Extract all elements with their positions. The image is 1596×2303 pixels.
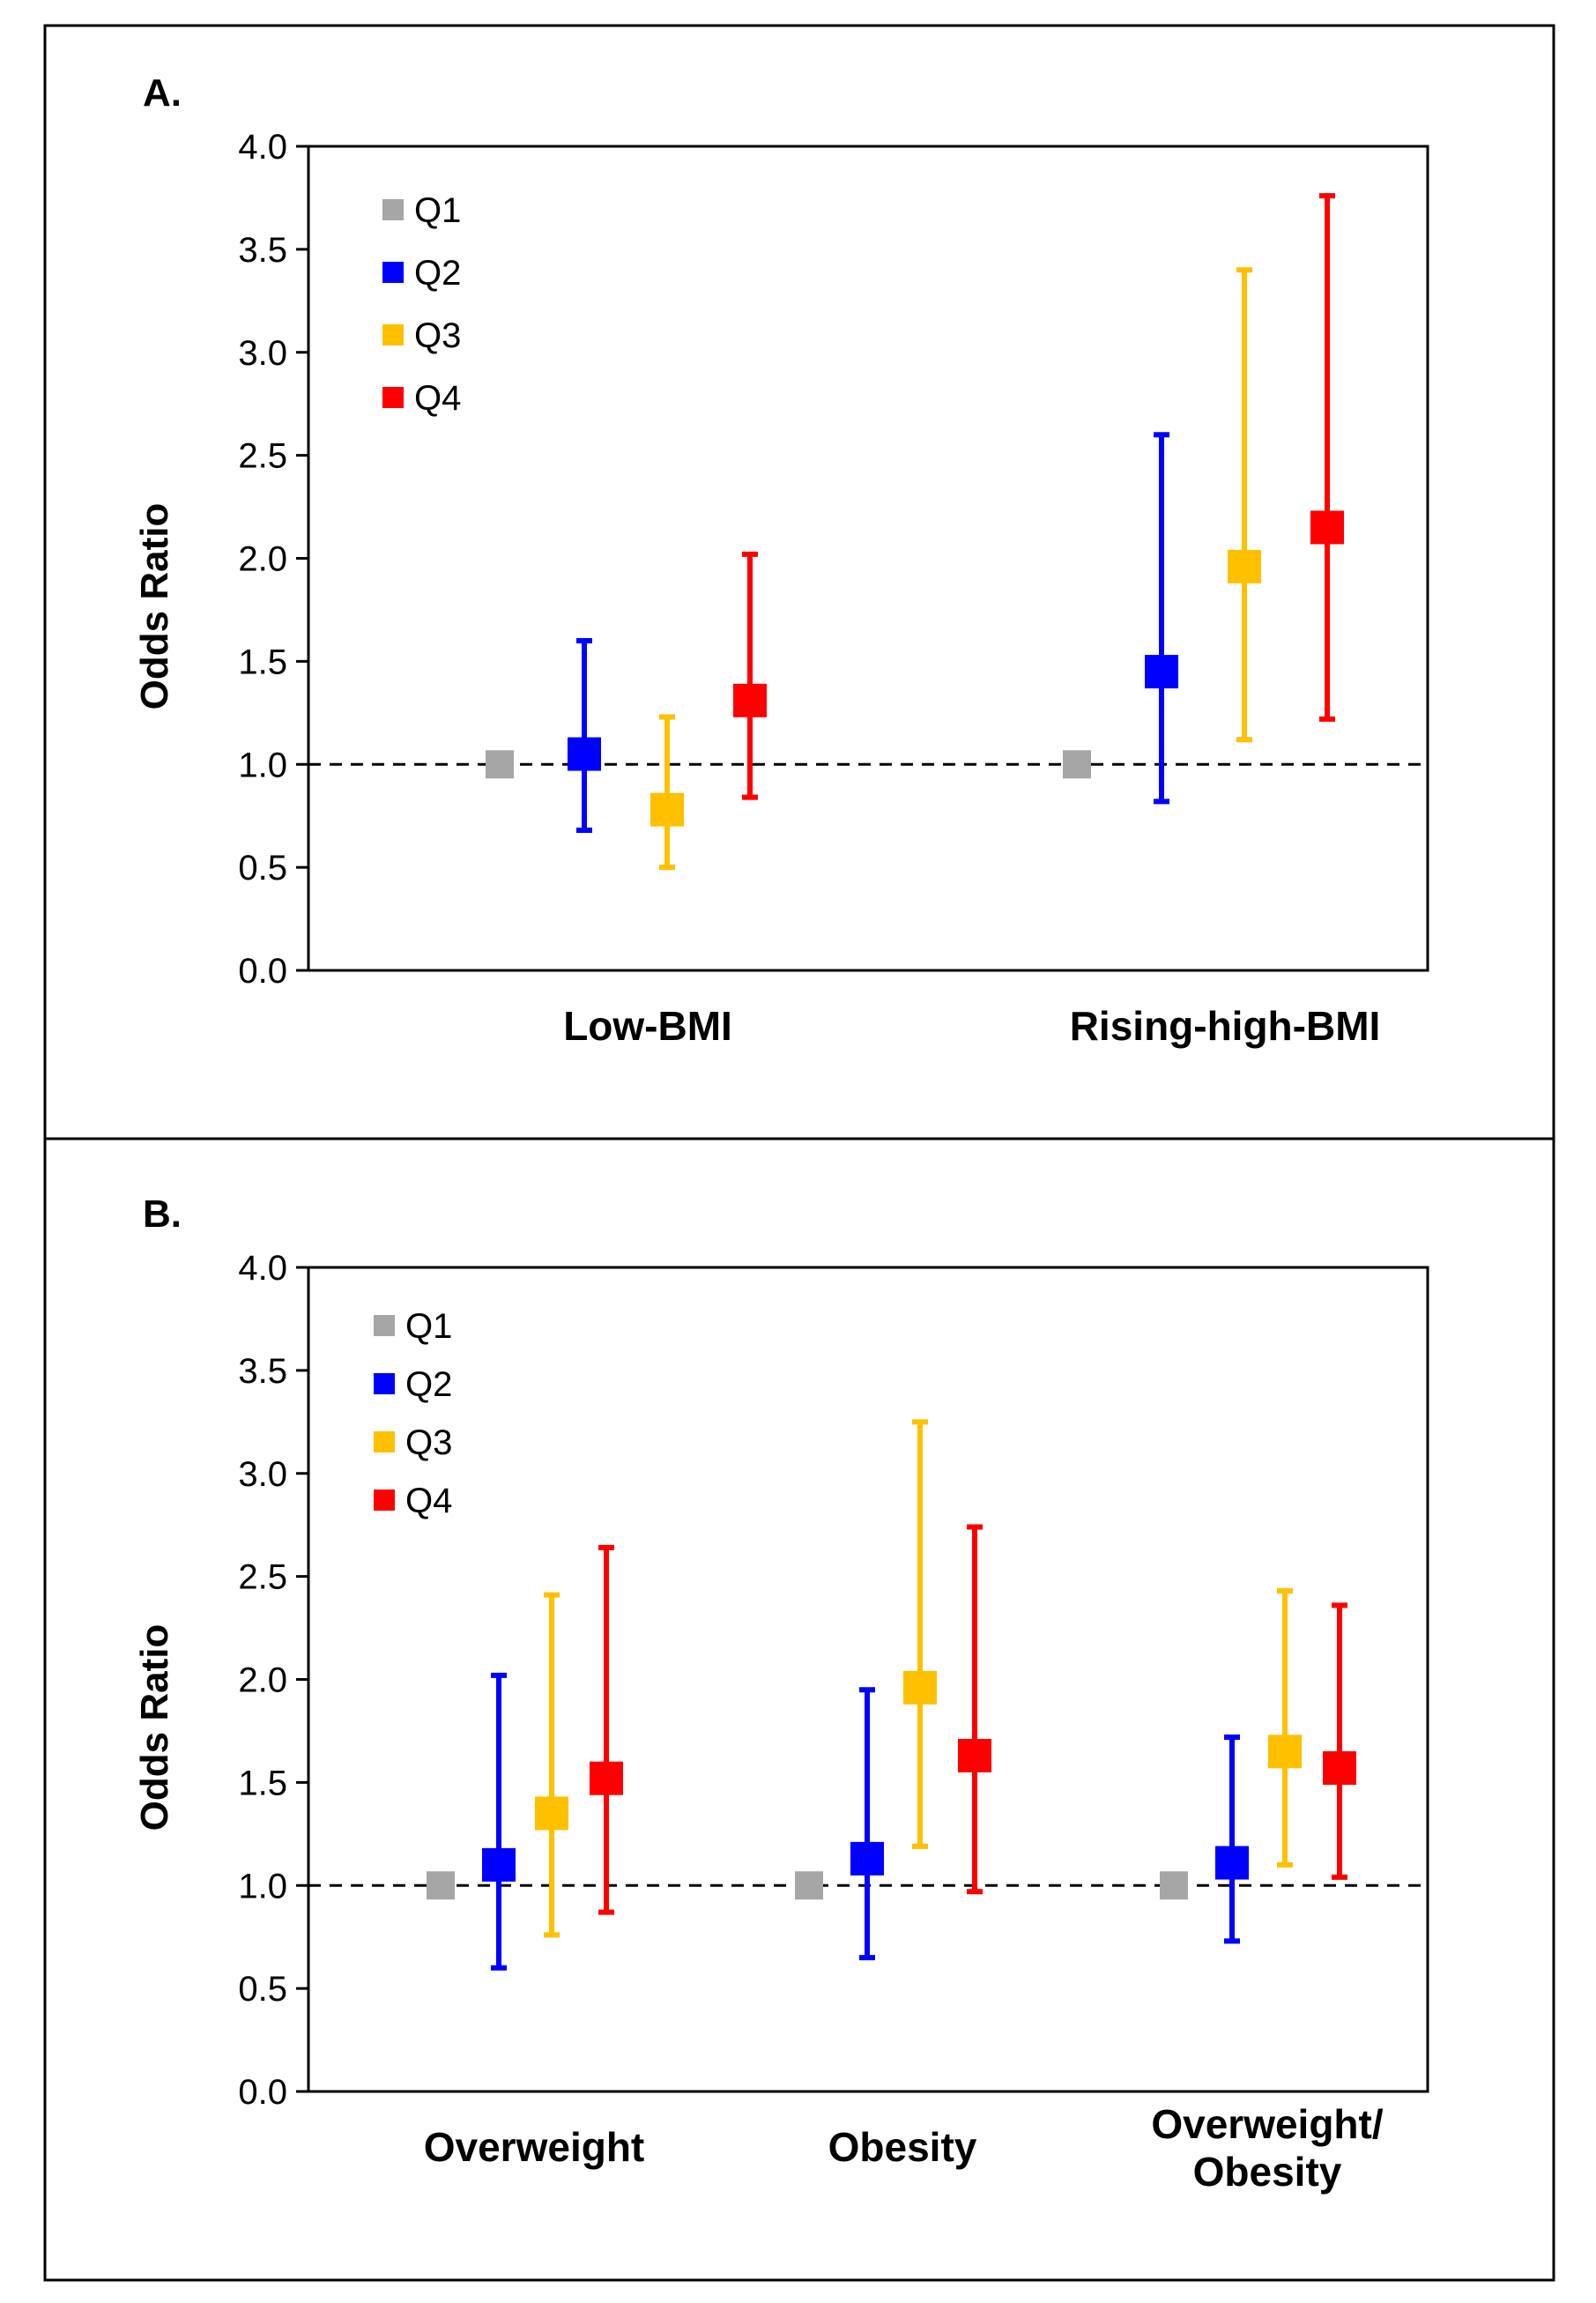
y-tick-label: 0.0 bbox=[238, 952, 287, 991]
y-tick-label: 3.0 bbox=[238, 334, 287, 373]
point-marker bbox=[427, 1871, 455, 1900]
legend-swatch bbox=[374, 1315, 395, 1336]
panel-a: A. Odds Ratio 0.0 0.5 1.0 1.5 2.0 2.5 3.0 3.5 4.… bbox=[133, 71, 1429, 1049]
point-marker bbox=[1228, 549, 1261, 583]
y-tick-label: 1.5 bbox=[238, 1764, 287, 1802]
y-tick-label: 2.0 bbox=[238, 540, 287, 579]
category-label: Rising-high-BMI bbox=[1070, 1003, 1381, 1049]
category-label-line: Obesity bbox=[1193, 2149, 1342, 2195]
legend-label: Q1 bbox=[405, 1307, 452, 1346]
point-marker bbox=[903, 1670, 937, 1705]
legend-label: Q1 bbox=[414, 191, 461, 230]
y-tick-label: 3.5 bbox=[238, 231, 287, 270]
point-marker bbox=[650, 792, 684, 827]
point-marker bbox=[568, 737, 601, 771]
legend-swatch bbox=[374, 1490, 395, 1511]
y-tick-label: 4.0 bbox=[238, 1249, 287, 1288]
y-axis-label-b: Odds Ratio bbox=[133, 1624, 176, 1831]
point-marker bbox=[482, 1847, 516, 1882]
category-label: Overweight/Obesity bbox=[1151, 2101, 1384, 2195]
legend-label: Q3 bbox=[414, 316, 461, 355]
point-marker bbox=[535, 1796, 568, 1831]
y-tick-label: 3.5 bbox=[238, 1352, 287, 1391]
y-tick-label: 1.5 bbox=[238, 643, 287, 681]
outer-frame bbox=[43, 24, 1555, 2282]
point-marker bbox=[1310, 510, 1344, 545]
y-tick-label: 1.0 bbox=[238, 746, 287, 784]
category-label: Overweight bbox=[424, 2124, 645, 2170]
point-marker bbox=[1215, 1846, 1249, 1880]
y-tick-label: 4.0 bbox=[238, 128, 287, 167]
y-tick-label: 3.0 bbox=[238, 1455, 287, 1494]
point-marker bbox=[1323, 1751, 1356, 1786]
y-tick-label: 2.5 bbox=[238, 1558, 287, 1597]
point-marker bbox=[1145, 655, 1178, 689]
panel-label-b: B. bbox=[143, 1192, 182, 1236]
point-marker bbox=[850, 1841, 884, 1876]
point-marker bbox=[958, 1738, 991, 1772]
panel-b: B. Odds Ratio 0.0 0.5 1.0 1.5 2.0 2.5 3.0 3.5 4.… bbox=[133, 1192, 1429, 2195]
legend-swatch bbox=[374, 1373, 395, 1394]
point-marker bbox=[1268, 1735, 1302, 1769]
plot-area-b: 0.0 0.5 1.0 1.5 2.0 2.5 3.0 3.5 4.0 Overweight Obe… bbox=[238, 1249, 1429, 2195]
y-tick-label: 0.0 bbox=[238, 2073, 287, 2112]
plot-area-a: 0.0 0.5 1.0 1.5 2.0 2.5 3.0 3.5 4.0 Low-BMI Rising… bbox=[238, 128, 1429, 1049]
legend-swatch bbox=[382, 262, 404, 283]
legend-label: Q2 bbox=[405, 1365, 452, 1404]
y-tick-label: 0.5 bbox=[238, 1970, 287, 2009]
y-tick-label: 2.5 bbox=[238, 437, 287, 476]
point-marker bbox=[1063, 750, 1091, 779]
legend-label: Q2 bbox=[414, 254, 461, 293]
legend-label: Q4 bbox=[405, 1482, 452, 1520]
category-label: Low-BMI bbox=[563, 1003, 732, 1049]
legend-swatch bbox=[374, 1431, 395, 1452]
point-marker bbox=[1160, 1871, 1188, 1900]
legend-label: Q3 bbox=[405, 1423, 452, 1462]
panel-label-a: A. bbox=[143, 71, 182, 115]
legend-label: Q4 bbox=[414, 379, 461, 418]
point-marker bbox=[733, 683, 767, 717]
category-label-line: Overweight/ bbox=[1151, 2101, 1384, 2147]
legend-swatch bbox=[382, 387, 404, 408]
legend-swatch bbox=[382, 199, 404, 220]
category-label: Obesity bbox=[828, 2124, 977, 2170]
point-marker bbox=[590, 1761, 623, 1795]
y-tick-label: 2.0 bbox=[238, 1661, 287, 1700]
y-tick-label: 0.5 bbox=[238, 849, 287, 888]
legend-swatch bbox=[382, 324, 404, 345]
y-axis-label-a: Odds Ratio bbox=[133, 503, 176, 710]
plot-frame bbox=[307, 1266, 1429, 2093]
point-marker bbox=[795, 1871, 823, 1900]
y-tick-label: 1.0 bbox=[238, 1867, 287, 1906]
point-marker bbox=[486, 750, 514, 779]
